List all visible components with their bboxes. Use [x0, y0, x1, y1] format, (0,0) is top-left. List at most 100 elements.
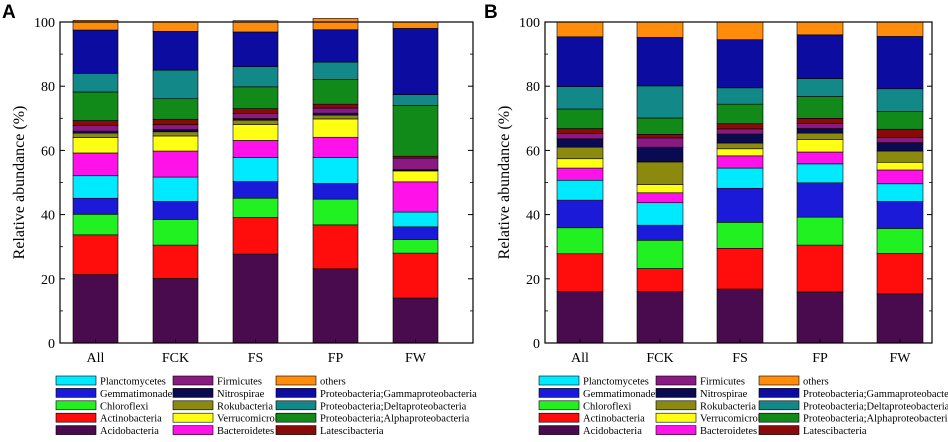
legend-swatch-proteobacteria-deltaproteobacteria: [275, 400, 317, 411]
y-axis-title: Relative abundance (%): [496, 106, 513, 260]
bar-segment-fck-gemmatimonadetes: [152, 201, 199, 220]
bar-segment-fp-chloroflexi: [312, 198, 359, 226]
bar-segment-all-verrucomicrobia: [72, 137, 119, 154]
bar-segment-fs-verrucomicrobia: [716, 148, 764, 157]
legend-label-actinobacteria: Actinobacteria: [100, 414, 162, 425]
legend-swatch-gemmatimonadetes: [538, 388, 580, 398]
x-tick-label-fp: FP: [328, 351, 344, 366]
bar-segment-fck-verrucomicrobia: [636, 184, 684, 194]
legend-swatch-proteobacteria-deltaproteobacteria: [758, 400, 800, 411]
bar-segment-fs-latescibacteria: [232, 108, 279, 114]
legend-label-actinobacteria: Actinobacteria: [583, 414, 645, 425]
legend-label-proteobacteria-deltaproteobacteria: Proteobacteria;Deltaproteobacteria: [803, 401, 948, 412]
legend: PlanctomycetesGemmatimonadetesChloroflex…: [55, 375, 477, 437]
y-tick-label-60: 60: [526, 144, 540, 159]
bar-segment-fp-acidobacteria: [312, 268, 359, 344]
legend-swatch-firmicutes: [655, 375, 697, 386]
bar-segment-fs-bacteroidetes: [232, 140, 279, 158]
bar-segment-fw-actinobacteria: [876, 253, 924, 295]
bar-segment-fw-gemmatimonadetes: [392, 226, 439, 240]
legend-label-verrucomicrobia: Verrucomicrobia: [700, 414, 771, 425]
bar-segment-fs-chloroflexi: [232, 197, 279, 218]
legend-label-proteobacteria-alphaproteobacteria: Proteobacteria;Alphaproteobacteria: [320, 414, 470, 425]
legend-label-rokubacteria: Rokubacteria: [217, 401, 273, 412]
bar-segment-fck-bacteroidetes: [636, 192, 684, 204]
bar-segment-all-bacteroidetes: [72, 152, 119, 177]
bar-segment-fw-latescibacteria: [876, 128, 924, 138]
bar-segment-fw-planctomycetes: [876, 183, 924, 202]
bar-segment-fw-bacteroidetes: [392, 181, 439, 213]
legend-swatch-proteobacteria-alphaproteobacteria: [758, 412, 800, 423]
legend-label-verrucomicrobia: Verrucomicrobia: [217, 414, 288, 425]
bar-segment-fs-bacteroidetes: [716, 155, 764, 169]
legend-swatch-rokubacteria: [172, 400, 214, 411]
legend-label-others: others: [320, 377, 346, 388]
y-axis-title: Relative abundance (%): [11, 106, 28, 260]
bar-segment-fw-others: [392, 21, 439, 29]
legend-label-bacteroidetes: Bacteroidetes: [217, 426, 274, 437]
bar-segment-fp-actinobacteria: [312, 224, 359, 270]
x-tick-label-fs: FS: [732, 351, 748, 366]
bar-segment-fw-verrucomicrobia: [392, 170, 439, 183]
bar-segment-fs-verrucomicrobia: [232, 124, 279, 141]
legend-swatch-chloroflexi: [55, 400, 97, 411]
legend-swatch-verrucomicrobia: [172, 412, 214, 423]
legend-label-latescibacteria: Latescibacteria: [320, 426, 384, 437]
legend-swatch-planctomycetes: [55, 375, 97, 386]
bar-segment-fw-proteobacteria-gammaproteobacteria: [392, 28, 439, 95]
legend-label-chloroflexi: Chloroflexi: [100, 401, 148, 412]
bar-segment-fck-chloroflexi: [152, 219, 199, 246]
bar-segment-all-proteobacteria-deltaproteobacteria: [72, 73, 119, 93]
bar-segment-fp-latescibacteria: [796, 118, 844, 124]
legend-label-latescibacteria: Latescibacteria: [803, 426, 867, 437]
bar-segment-fw-verrucomicrobia: [876, 161, 924, 171]
bar-segment-fp-rokubacteria: [312, 114, 359, 120]
bar-segment-fp-bacteroidetes: [796, 151, 844, 165]
panel-a: A Relative abundance (%) All FCK FS FP FW 0 20 40…: [2, 2, 477, 437]
legend-swatch-proteobacteria-gammaproteobacteria: [758, 388, 800, 398]
y-tick-label-80: 80: [41, 80, 55, 95]
bar-segment-fck-planctomycetes: [636, 202, 684, 226]
legend-swatch-proteobacteria-alphaproteobacteria: [275, 412, 317, 423]
bar-segment-all-proteobacteria-gammaproteobacteria: [556, 36, 604, 87]
bar-segment-fp-proteobacteria-gammaproteobacteria: [796, 34, 844, 79]
bar-segment-fp-proteobacteria-gammaproteobacteria: [312, 29, 359, 63]
bar-segment-all-firmicutes: [72, 125, 119, 132]
x-tick-label-fck: FCK: [646, 351, 673, 366]
panel-label: B: [484, 2, 498, 23]
bar-segment-fw-planctomycetes: [392, 211, 439, 228]
bar-segment-fck-chloroflexi: [636, 239, 684, 269]
x-tick-label-fs: FS: [248, 351, 264, 366]
bar-segment-fck-firmicutes: [152, 124, 199, 130]
legend-label-bacteroidetes: Bacteroidetes: [700, 426, 757, 437]
legend-swatch-chloroflexi: [538, 400, 580, 411]
bar-segment-fp-proteobacteria-deltaproteobacteria: [796, 78, 844, 97]
bar-segment-fp-acidobacteria: [796, 291, 844, 344]
bar-segment-fs-proteobacteria-alphaproteobacteria: [232, 86, 279, 109]
x-tick-label-fck: FCK: [162, 351, 189, 366]
legend-label-proteobacteria-alphaproteobacteria: Proteobacteria;Alphaproteobacteria: [803, 414, 948, 425]
bar-segment-fp-nitrospirae: [796, 128, 844, 134]
y-tick-label-100: 100: [519, 16, 540, 31]
legend-label-rokubacteria: Rokubacteria: [700, 401, 756, 412]
bar-segment-fck-proteobacteria-gammaproteobacteria: [636, 37, 684, 87]
legend-swatch-rokubacteria: [655, 400, 697, 411]
bar-segment-fck-latescibacteria: [636, 134, 684, 139]
legend-swatch-latescibacteria: [758, 425, 800, 435]
bar-segment-fw-acidobacteria: [392, 297, 439, 344]
plot-frame: [59, 21, 474, 344]
bar-segment-fw-firmicutes: [392, 157, 439, 170]
bar-segment-fp-latescibacteria: [312, 103, 359, 109]
legend-swatch-verrucomicrobia: [655, 412, 697, 423]
bar-segment-fw-proteobacteria-alphaproteobacteria: [392, 105, 439, 157]
x-tick-label-all: All: [571, 351, 589, 366]
bar-segment-fp-planctomycetes: [796, 163, 844, 184]
legend-swatch-bacteroidetes: [172, 425, 214, 435]
legend-label-gemmatimonadetes: Gemmatimonadetes: [583, 389, 667, 400]
bar-segment-fck-actinobacteria: [636, 268, 684, 292]
legend-swatch-firmicutes: [172, 375, 214, 386]
legend: PlanctomycetesGemmatimonadetesChloroflex…: [538, 375, 948, 437]
y-tick-label-20: 20: [41, 273, 55, 288]
bar-segment-fs-proteobacteria-alphaproteobacteria: [716, 103, 764, 125]
bar-segment-fs-gemmatimonadetes: [232, 181, 279, 199]
